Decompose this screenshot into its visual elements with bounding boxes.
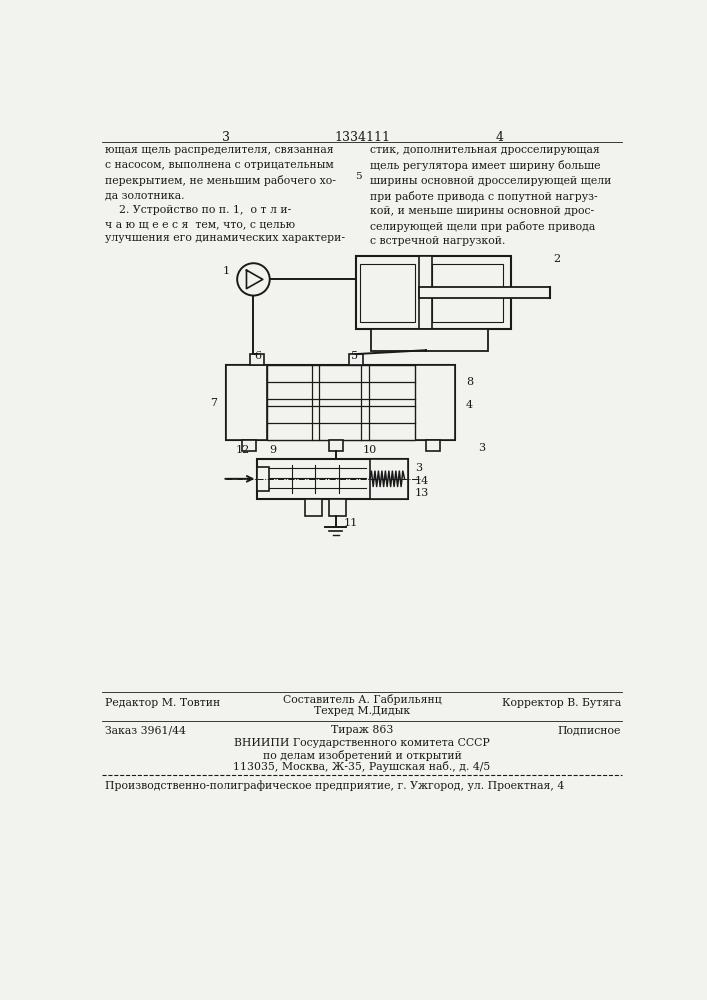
Text: 11: 11 <box>344 518 358 528</box>
Text: 10: 10 <box>363 445 377 455</box>
Text: 6: 6 <box>254 351 261 361</box>
Text: Техред М.Дидык: Техред М.Дидык <box>314 706 410 716</box>
Text: 5: 5 <box>355 172 361 181</box>
Bar <box>360 264 416 322</box>
Bar <box>226 365 455 440</box>
Text: Тираж 863: Тираж 863 <box>331 725 393 735</box>
Bar <box>305 499 322 516</box>
Bar <box>426 440 440 451</box>
Bar <box>226 365 267 440</box>
Text: Заказ 3961/44: Заказ 3961/44 <box>105 725 187 735</box>
Text: 2: 2 <box>554 254 561 264</box>
Text: 8: 8 <box>466 377 473 387</box>
Text: по делам изобретений и открытий: по делам изобретений и открытий <box>262 750 462 761</box>
Text: 3: 3 <box>414 463 422 473</box>
Bar <box>419 256 432 329</box>
Text: ющая щель распределителя, связанная
с насосом, выполнена с отрицательным
перекры: ющая щель распределителя, связанная с на… <box>105 145 346 243</box>
Bar <box>349 354 363 365</box>
Text: 4: 4 <box>466 400 473 410</box>
Text: 1: 1 <box>223 266 230 276</box>
Bar <box>257 466 269 491</box>
Bar <box>432 264 503 322</box>
Text: 12: 12 <box>235 445 250 455</box>
Text: Корректор В. Бутяга: Корректор В. Бутяга <box>501 698 621 708</box>
Text: Составитель А. Габрильянц: Составитель А. Габрильянц <box>283 694 441 705</box>
Text: 113035, Москва, Ж-35, Раушская наб., д. 4/5: 113035, Москва, Ж-35, Раушская наб., д. … <box>233 761 491 772</box>
Bar <box>414 365 455 440</box>
Text: Производственно-полиграфическое предприятие, г. Ужгород, ул. Проектная, 4: Производственно-полиграфическое предприя… <box>105 780 565 791</box>
Bar <box>250 354 264 365</box>
Bar <box>267 365 414 440</box>
Bar <box>371 329 488 351</box>
Text: 9: 9 <box>269 445 276 455</box>
Bar <box>242 440 256 451</box>
Bar <box>329 499 346 516</box>
Bar <box>419 287 549 298</box>
Bar <box>257 459 409 499</box>
Text: 13: 13 <box>414 488 429 498</box>
Text: 3: 3 <box>478 443 485 453</box>
Text: 5: 5 <box>351 351 358 361</box>
Text: 3: 3 <box>221 131 230 144</box>
Bar <box>329 440 344 451</box>
Bar <box>356 256 510 329</box>
Text: 1334111: 1334111 <box>334 131 390 144</box>
Text: 4: 4 <box>495 131 503 144</box>
Text: Подписное: Подписное <box>557 725 621 735</box>
Text: Редактор М. Товтин: Редактор М. Товтин <box>105 698 221 708</box>
Text: 7: 7 <box>210 398 217 408</box>
Text: стик, дополнительная дросселирующая
щель регулятора имеет ширину больше
ширины о: стик, дополнительная дросселирующая щель… <box>370 145 611 246</box>
Bar <box>370 459 409 499</box>
Text: ВНИИПИ Государственного комитета СССР: ВНИИПИ Государственного комитета СССР <box>234 738 490 748</box>
Text: 14: 14 <box>414 476 429 486</box>
Circle shape <box>237 263 270 296</box>
